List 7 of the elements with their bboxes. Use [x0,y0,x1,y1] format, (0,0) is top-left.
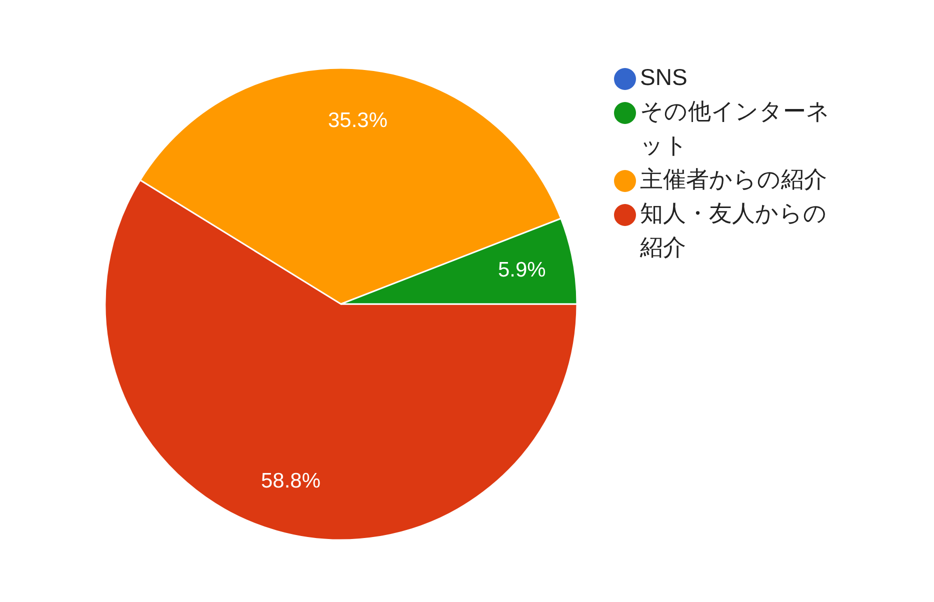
data-label: 5.9% [498,258,546,282]
legend-label: その他インターネット [640,97,831,160]
data-label: 35.3% [328,109,388,132]
legend-label: 知人・友人からの紹介 [640,199,828,262]
legend-label: 主催者からの紹介 [640,165,828,194]
legend-label: SNS [640,63,688,92]
data-label: 58.8% [260,470,321,493]
